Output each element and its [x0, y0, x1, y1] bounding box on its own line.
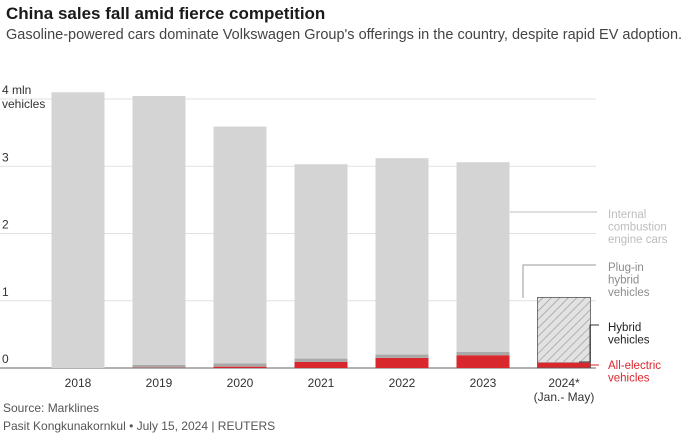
x-tick-sublabel: (Jan.- May) [534, 390, 595, 404]
y-tick-label: 3 [2, 150, 9, 164]
legend-label-hybrid: vehicles [608, 335, 650, 347]
bar-ice-2019 [132, 95, 186, 365]
legend-leader-hybrid [579, 324, 599, 363]
x-tick-label: 2022 [389, 376, 416, 390]
legend-label-ev: vehicles [608, 373, 650, 385]
x-tick-label: 2019 [146, 376, 173, 390]
bar-phev-2024* [537, 361, 591, 363]
bar-phev-2022 [375, 354, 429, 358]
legend-label-ice: engine cars [608, 234, 668, 246]
bar-ev-2023 [456, 355, 510, 368]
legend-label-ice: Internal [608, 209, 646, 221]
x-tick-label: 2024* [548, 376, 580, 390]
x-tick-label: 2018 [65, 376, 92, 390]
legend-label-ice: combustion [608, 222, 667, 234]
bar-ice-2024* [537, 297, 591, 362]
chart-title: China sales fall amid fierce competition [6, 4, 326, 23]
bar-phev-2021 [294, 358, 348, 362]
bar-ev-2021 [294, 361, 348, 368]
bar-ev-2020 [213, 366, 267, 368]
bar-ice-2023 [456, 162, 510, 352]
legend-label-phev: hybrid [608, 275, 639, 287]
bar-phev-2020 [213, 363, 267, 367]
credit-line: Pasit Kongkunakornkul • July 15, 2024 | … [3, 419, 276, 433]
bar-ice-2018 [51, 92, 105, 369]
x-tick-label: 2020 [227, 376, 254, 390]
y-tick-label: 1 [2, 285, 9, 299]
y-tick-label: 4 mln [2, 83, 31, 97]
legend-label-phev: vehicles [608, 287, 650, 299]
x-tick-label: 2021 [308, 376, 335, 390]
legend-label-hybrid: Hybrid [608, 322, 641, 334]
chart-subtitle: Gasoline-powered cars dominate Volkswage… [6, 27, 683, 43]
y-tick-label: 2 [2, 218, 9, 232]
source-note: Source: Marklines [3, 401, 100, 415]
legend-leader-phev [522, 264, 596, 298]
bar-phev-2023 [456, 351, 510, 356]
y-axis-unit: vehicles [2, 97, 45, 111]
bar-ice-2020 [213, 126, 267, 364]
legend-label-phev: Plug-in [608, 262, 644, 274]
bar-phev-2019 [132, 364, 186, 368]
legend-label-ev: All-electric [608, 360, 661, 372]
bar-ice-2022 [375, 158, 429, 355]
bar-ev-2022 [375, 357, 429, 368]
y-tick-label: 0 [2, 352, 9, 366]
x-tick-label: 2023 [470, 376, 497, 390]
bar-ev-2024* [537, 362, 591, 368]
bar-ice-2021 [294, 164, 348, 359]
